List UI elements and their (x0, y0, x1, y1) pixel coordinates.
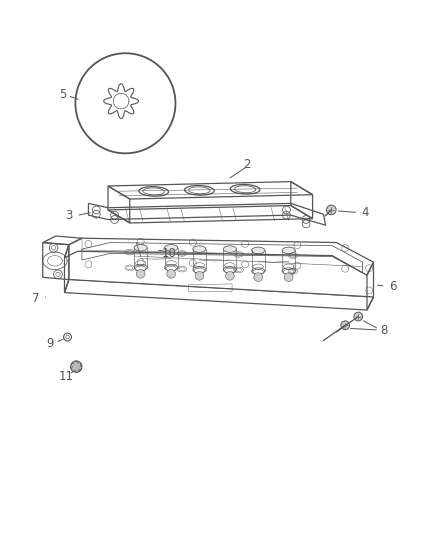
Ellipse shape (282, 247, 295, 254)
Circle shape (284, 273, 293, 281)
Ellipse shape (193, 246, 206, 252)
Ellipse shape (252, 247, 265, 254)
Circle shape (341, 321, 350, 329)
Circle shape (71, 361, 82, 372)
Circle shape (326, 205, 336, 215)
Ellipse shape (134, 245, 147, 251)
Ellipse shape (165, 245, 178, 251)
Circle shape (254, 273, 262, 281)
Text: 5: 5 (60, 88, 67, 101)
Text: 10: 10 (162, 247, 177, 260)
Circle shape (195, 271, 204, 280)
Text: 6: 6 (389, 280, 397, 293)
Text: 2: 2 (244, 158, 251, 171)
Text: 9: 9 (46, 337, 54, 351)
Text: 7: 7 (32, 292, 40, 305)
Text: 4: 4 (361, 206, 368, 219)
Circle shape (136, 270, 145, 278)
Ellipse shape (223, 246, 237, 252)
Circle shape (226, 271, 234, 280)
Text: 8: 8 (381, 325, 388, 337)
Circle shape (354, 312, 363, 321)
Text: 11: 11 (58, 370, 73, 383)
Text: 3: 3 (65, 209, 73, 222)
Circle shape (167, 270, 176, 278)
